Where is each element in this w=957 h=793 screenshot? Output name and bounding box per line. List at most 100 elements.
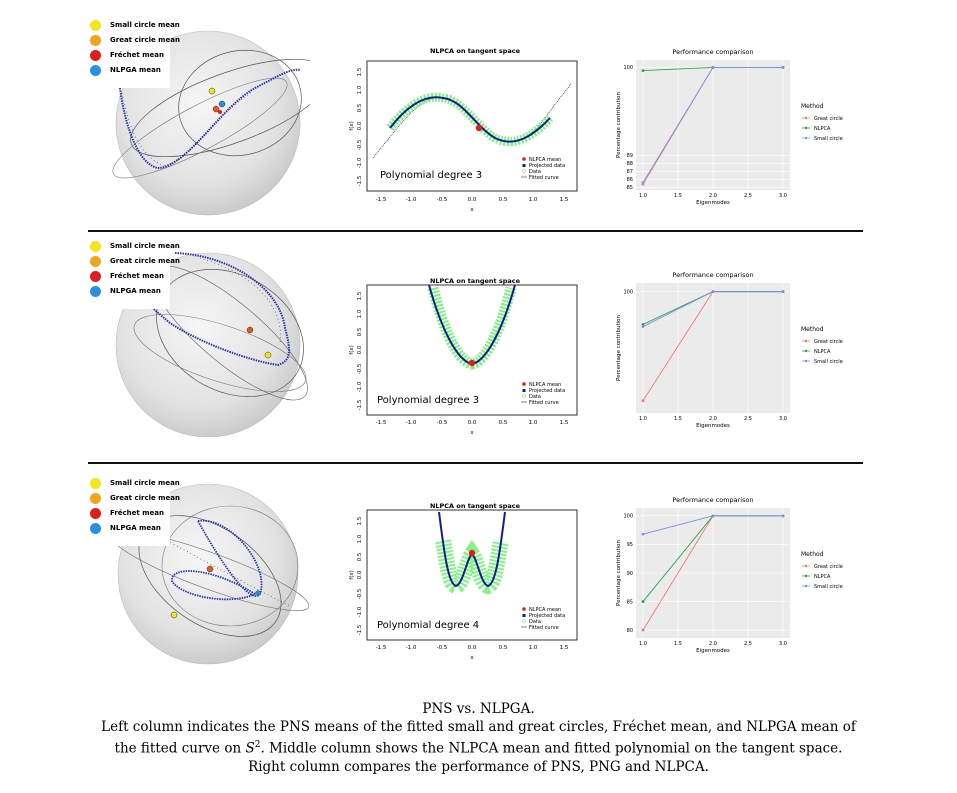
data-point bbox=[711, 514, 715, 518]
y-tick-label: 80 bbox=[627, 628, 633, 634]
svg-text:1.5: 1.5 bbox=[560, 420, 569, 426]
polynomial-degree-label: Polynomial degree 3 bbox=[377, 395, 479, 406]
data-point bbox=[641, 325, 645, 328]
tangent-xlabel: x bbox=[470, 430, 474, 436]
yellow-dot-icon bbox=[90, 241, 101, 252]
svg-text:1.0: 1.0 bbox=[529, 420, 538, 426]
svg-text:Projected data: Projected data bbox=[529, 163, 565, 169]
x-tick-label: 2.0 bbox=[709, 416, 717, 422]
svg-text:1.5: 1.5 bbox=[560, 197, 569, 203]
svg-text:0.0: 0.0 bbox=[357, 345, 363, 354]
svg-text:0.5: 0.5 bbox=[357, 327, 363, 336]
svg-text:-1.5: -1.5 bbox=[376, 197, 387, 203]
x-tick-label: 1.5 bbox=[674, 641, 682, 647]
perf-legend-2: Method Great circle NLPCA Small circle bbox=[801, 326, 843, 365]
svg-text:0.0: 0.0 bbox=[357, 121, 363, 130]
svg-text:NLPCA: NLPCA bbox=[814, 349, 831, 355]
svg-text:-1.0: -1.0 bbox=[357, 381, 363, 392]
tangent-plot-3: NLPCA on tangent space Polynomial degree… bbox=[349, 502, 578, 661]
svg-text:-1.5: -1.5 bbox=[376, 420, 387, 426]
svg-text:0.0: 0.0 bbox=[357, 570, 363, 579]
caption-line-3: Right column compares the performance of… bbox=[248, 758, 709, 775]
y-tick-label: 87 bbox=[627, 169, 633, 175]
orange-dot-icon bbox=[90, 256, 101, 267]
svg-text:NLPCA: NLPCA bbox=[814, 574, 831, 580]
caption-line-2: the fitted curve on S2. Middle column sh… bbox=[114, 740, 843, 757]
tangent-title: NLPCA on tangent space bbox=[430, 277, 521, 285]
figure-row-3: Small circle mean Great circle mean Fréc… bbox=[0, 466, 957, 691]
orange-dot-icon bbox=[90, 35, 101, 46]
y-tick-label: 100 bbox=[623, 514, 633, 520]
svg-text:Projected data: Projected data bbox=[529, 388, 565, 394]
tangent-xlabel: x bbox=[470, 207, 474, 213]
data-point bbox=[781, 66, 785, 69]
tangent-xlabel: x bbox=[470, 655, 474, 661]
sphere-legend-1: Small circle mean Great circle mean Fréc… bbox=[90, 18, 180, 88]
perf-ylabel: Percentage contribution bbox=[616, 539, 622, 606]
svg-text:0.5: 0.5 bbox=[499, 420, 508, 426]
svg-text:-1.5: -1.5 bbox=[376, 645, 387, 651]
tangent-title: NLPCA on tangent space bbox=[430, 47, 521, 55]
tangent-legend-2: NLPCA mean Projected data Data Fitted cu… bbox=[521, 382, 565, 406]
x-tick-label: 3.0 bbox=[779, 416, 787, 422]
blue-dot-icon bbox=[90, 523, 101, 534]
x-tick-label: 2.5 bbox=[744, 416, 752, 422]
svg-text:NLPCA mean: NLPCA mean bbox=[529, 607, 561, 613]
figure-caption: PNS vs. NLPGA. Left column indicates the… bbox=[0, 700, 957, 776]
svg-text:-0.5: -0.5 bbox=[437, 645, 448, 651]
row-divider-2 bbox=[88, 462, 863, 464]
sphere-legend-2: Small circle mean Great circle mean Fréc… bbox=[90, 239, 180, 309]
perf-title: Performance comparison bbox=[672, 271, 753, 279]
data-point bbox=[711, 290, 715, 294]
perf-xlabel: Eigenmodes bbox=[696, 200, 730, 206]
tangent-legend-1: NLPCA mean Projected data Data Fitted cu… bbox=[521, 157, 565, 181]
svg-text:-1.0: -1.0 bbox=[357, 157, 363, 168]
polynomial-degree-label: Polynomial degree 4 bbox=[377, 620, 479, 631]
data-point bbox=[781, 514, 785, 518]
figure-row-1: Small circle mean Great circle mean Fréc… bbox=[0, 8, 957, 233]
svg-text:1.0: 1.0 bbox=[529, 645, 538, 651]
svg-text:Data: Data bbox=[529, 169, 541, 175]
blue-dot-icon bbox=[90, 286, 101, 297]
tangent-title: NLPCA on tangent space bbox=[430, 502, 521, 510]
svg-text:-1.5: -1.5 bbox=[357, 624, 363, 635]
x-tick-label: 1.0 bbox=[639, 641, 647, 647]
y-tick-label: 86 bbox=[627, 177, 633, 183]
svg-text:1.0: 1.0 bbox=[357, 85, 363, 94]
tangent-ylabel: f(x) bbox=[349, 121, 355, 130]
svg-text:-0.5: -0.5 bbox=[437, 197, 448, 203]
perf-xlabel: Eigenmodes bbox=[696, 423, 730, 429]
y-tick-label: 100 bbox=[623, 65, 633, 71]
svg-text:0.0: 0.0 bbox=[468, 197, 477, 203]
sphere-legend-3: Small circle mean Great circle mean Fréc… bbox=[90, 476, 180, 546]
svg-text:Great circle: Great circle bbox=[814, 339, 843, 345]
performance-chart-3: Performance comparison 80 85 90 95 100 1.0 1.… bbox=[616, 496, 843, 654]
tangent-plot-2: NLPCA on tangent space Polynomial degree… bbox=[349, 277, 578, 436]
perf-title: Performance comparison bbox=[672, 496, 753, 504]
svg-text:1.5: 1.5 bbox=[357, 516, 363, 525]
data-point bbox=[641, 628, 645, 632]
x-tick-label: 3.0 bbox=[779, 193, 787, 199]
row-divider-1 bbox=[88, 230, 863, 232]
red-dot-icon bbox=[90, 271, 101, 282]
red-dot-icon bbox=[90, 508, 101, 519]
data-point bbox=[641, 69, 645, 72]
y-tick-label: 89 bbox=[627, 153, 633, 159]
data-point bbox=[641, 322, 645, 326]
svg-text:1.5: 1.5 bbox=[560, 645, 569, 651]
svg-text:-1.0: -1.0 bbox=[406, 645, 417, 651]
y-tick-label: 90 bbox=[627, 571, 633, 577]
svg-text:-0.5: -0.5 bbox=[357, 139, 363, 150]
x-tick-label: 2.0 bbox=[709, 641, 717, 647]
polynomial-degree-label: Polynomial degree 3 bbox=[380, 170, 482, 181]
svg-text:Method: Method bbox=[801, 551, 824, 558]
svg-text:-1.5: -1.5 bbox=[357, 175, 363, 186]
svg-text:Method: Method bbox=[801, 103, 824, 110]
svg-text:1.0: 1.0 bbox=[357, 309, 363, 318]
yellow-dot-icon bbox=[90, 20, 101, 31]
svg-text:-1.0: -1.0 bbox=[406, 197, 417, 203]
svg-text:0.5: 0.5 bbox=[357, 552, 363, 561]
svg-text:Projected data: Projected data bbox=[529, 613, 565, 619]
perf-ylabel: Percentage contribution bbox=[616, 91, 622, 158]
svg-text:-0.5: -0.5 bbox=[357, 363, 363, 374]
